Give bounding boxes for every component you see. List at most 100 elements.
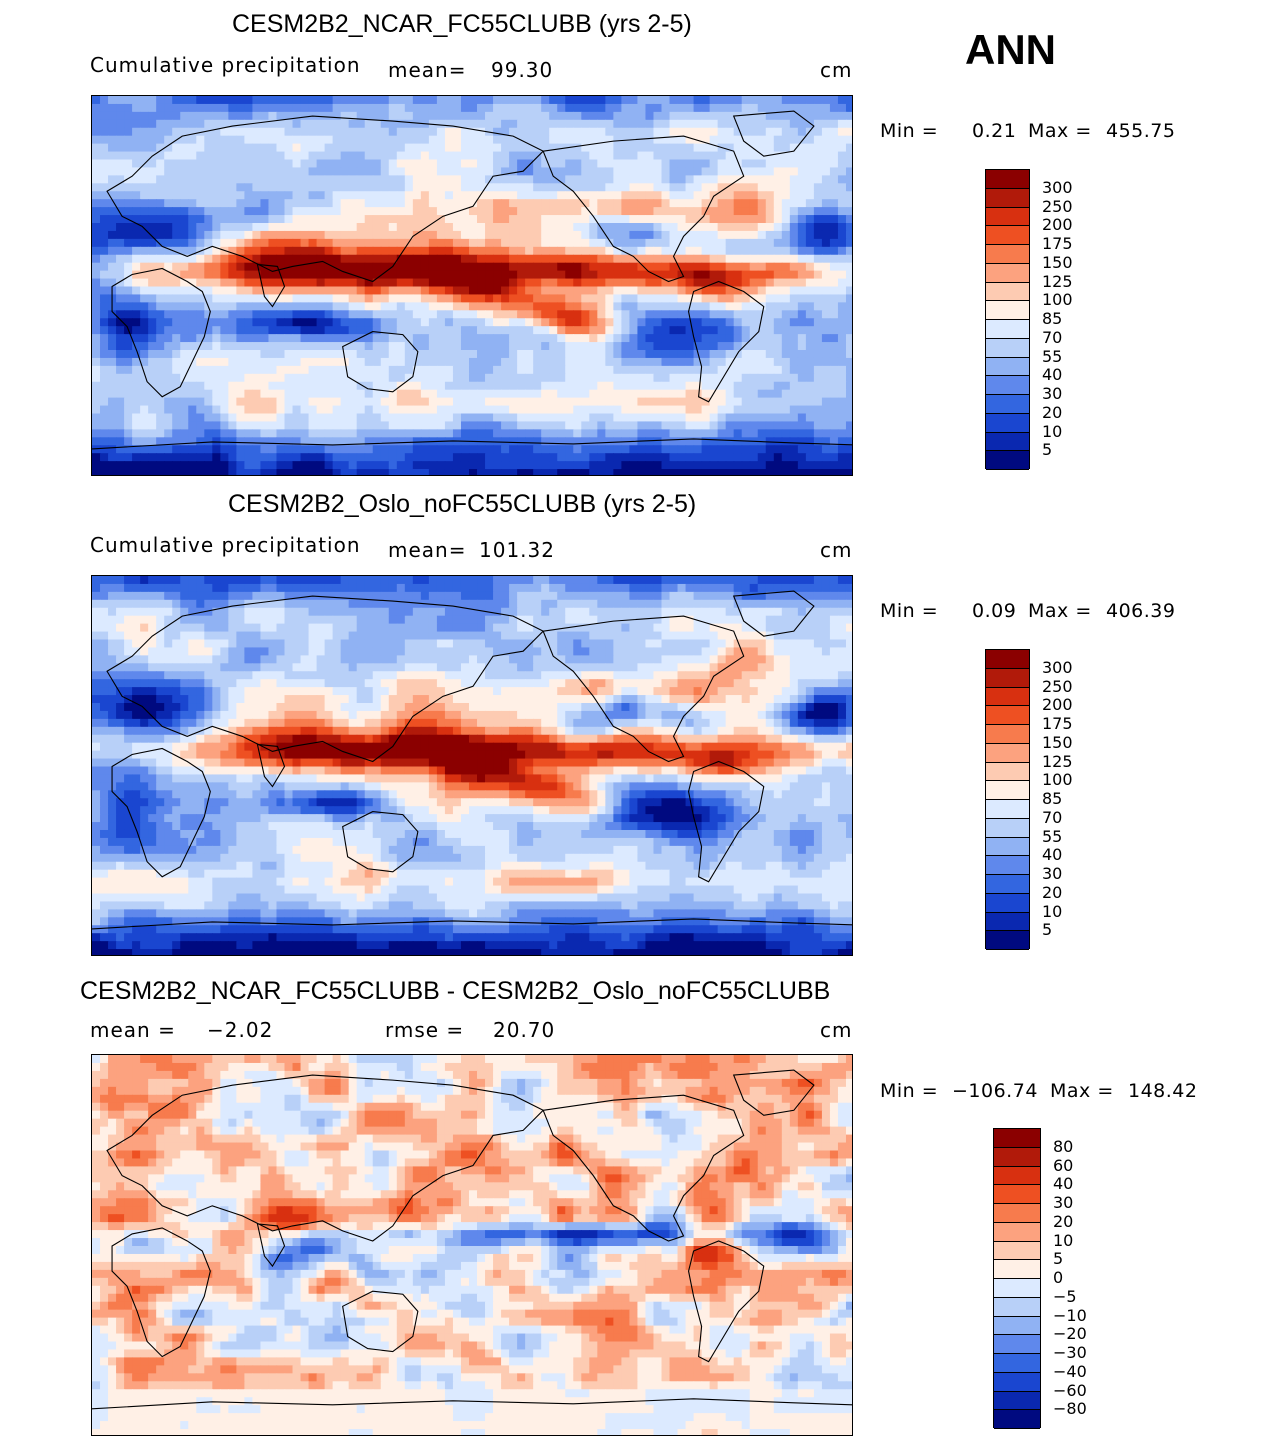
field-cell	[412, 215, 422, 224]
field-cell	[741, 599, 751, 609]
field-cell	[236, 286, 246, 296]
field-cell	[653, 159, 663, 169]
field-cell	[605, 437, 614, 446]
field-cell	[348, 453, 358, 462]
field-cell	[220, 381, 229, 391]
field-cell	[669, 381, 679, 391]
field-cell	[573, 389, 582, 399]
field-cell	[677, 461, 687, 470]
field-cell	[276, 318, 286, 327]
field-cell	[452, 111, 462, 121]
field-cell	[108, 357, 117, 367]
field-cell	[284, 199, 294, 208]
field-cell	[396, 199, 406, 208]
field-cell	[757, 167, 767, 176]
field-cell	[717, 599, 727, 609]
field-cell	[541, 254, 550, 264]
field-cell	[188, 111, 197, 121]
field-cell	[669, 238, 679, 248]
field-cell	[236, 302, 246, 311]
field-cell	[533, 207, 542, 216]
field-cell	[581, 381, 590, 391]
field-cell	[92, 421, 101, 430]
field-cell	[669, 167, 679, 176]
field-cell	[212, 469, 221, 475]
field-cell	[573, 453, 582, 462]
field-cell	[452, 286, 462, 296]
field-cell	[605, 381, 614, 391]
field-cell	[356, 469, 366, 475]
field-cell	[196, 254, 205, 264]
field-cell	[172, 342, 181, 351]
field-cell	[428, 576, 438, 585]
field-cell	[485, 207, 494, 216]
field-cell	[845, 199, 852, 208]
field-cell	[797, 127, 807, 137]
field-cell	[757, 103, 767, 113]
field-cell	[541, 96, 550, 105]
field-cell	[685, 334, 695, 343]
field-cell	[621, 215, 631, 224]
field-cell	[180, 103, 189, 113]
field-cell	[837, 583, 847, 593]
field-cell	[188, 151, 197, 161]
field-cell	[621, 349, 631, 359]
field-cell	[444, 127, 454, 137]
field-cell	[428, 270, 438, 280]
field-cell	[156, 254, 165, 264]
field-cell	[709, 326, 719, 335]
field-cell	[821, 591, 831, 601]
field-cell	[284, 437, 294, 446]
field-cell	[493, 294, 502, 303]
field-cell	[372, 143, 382, 153]
field-cell	[661, 591, 671, 601]
field-cell	[637, 246, 647, 256]
field-cell	[693, 413, 703, 423]
field-cell	[789, 302, 799, 311]
field-cell	[452, 151, 462, 161]
field-cell	[653, 302, 663, 311]
field-cell	[404, 175, 414, 184]
field-cell	[348, 397, 358, 407]
field-cell	[196, 583, 205, 593]
field-cell	[749, 397, 759, 407]
field-cell	[533, 334, 542, 343]
field-cell	[396, 413, 406, 423]
field-cell	[356, 583, 366, 593]
field-cell	[557, 286, 566, 296]
field-cell	[669, 159, 679, 169]
colorbar-tick-label: 125	[1042, 271, 1073, 291]
field-cell	[252, 413, 262, 423]
field-cell	[436, 238, 446, 248]
field-cell	[581, 469, 590, 475]
field-cell	[428, 223, 438, 232]
field-cell	[549, 437, 558, 446]
field-cell	[509, 191, 518, 200]
field-cell	[693, 175, 703, 184]
field-cell	[629, 381, 639, 391]
field-cell	[797, 591, 807, 601]
field-cell	[124, 278, 133, 288]
field-cell	[412, 127, 422, 137]
field-cell	[709, 238, 719, 248]
field-cell	[140, 310, 149, 319]
field-cell	[108, 119, 117, 129]
field-cell	[452, 254, 462, 264]
field-cell	[468, 302, 478, 311]
field-cell	[613, 246, 622, 256]
field-cell	[653, 429, 663, 438]
field-cell	[404, 349, 414, 359]
field-cell	[613, 334, 622, 343]
field-cell	[300, 183, 310, 192]
field-cell	[164, 310, 173, 319]
field-cell	[717, 413, 727, 423]
field-cell	[404, 381, 414, 391]
field-cell	[565, 238, 574, 248]
field-cell	[813, 437, 823, 446]
field-cell	[645, 159, 655, 169]
field-cell	[212, 381, 221, 391]
field-cell	[573, 238, 582, 248]
field-cell	[436, 167, 446, 176]
field-cell	[757, 96, 767, 105]
field-cell	[276, 365, 286, 375]
